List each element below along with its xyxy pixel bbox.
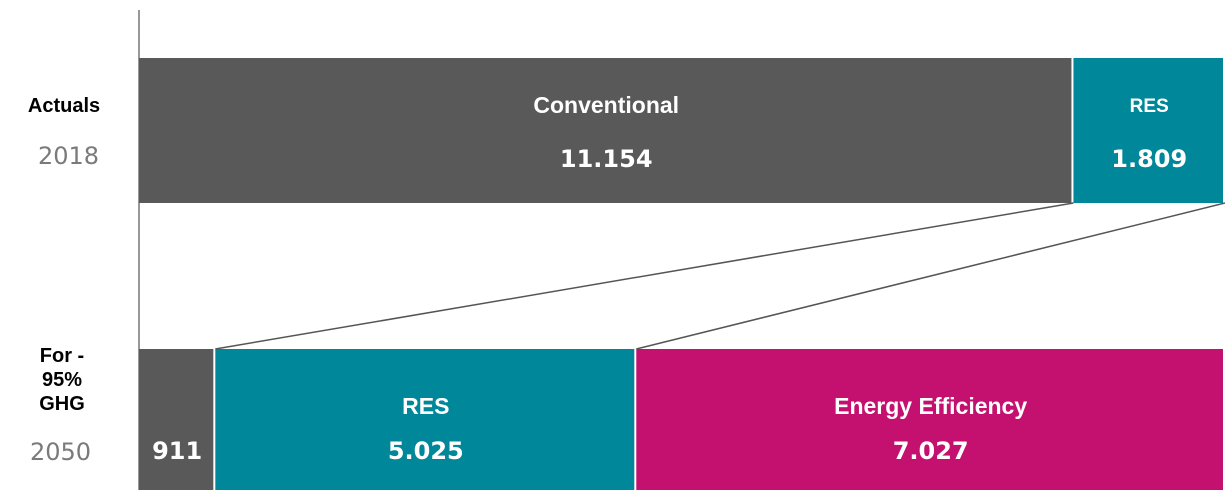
value-label: 7.027 bbox=[893, 437, 969, 465]
value-label: 911 bbox=[152, 437, 202, 465]
bar-segment bbox=[139, 349, 214, 490]
row-category-label: 2050 bbox=[30, 438, 92, 466]
bar-segment bbox=[215, 349, 635, 490]
row-group-label: Actuals bbox=[27, 95, 101, 117]
segment-name: Energy Efficiency bbox=[834, 393, 1027, 419]
value-label: 5.025 bbox=[388, 437, 464, 465]
row-group-label: For - 95% GHG bbox=[39, 345, 85, 415]
segment-name: Conventional bbox=[533, 92, 679, 118]
segment-name: RES bbox=[402, 393, 449, 419]
value-label: 11.154 bbox=[560, 145, 653, 173]
connector-line bbox=[636, 202, 1225, 350]
bar-segment bbox=[1073, 58, 1223, 203]
bar-segment bbox=[636, 349, 1223, 490]
row-category-label: 2018 bbox=[38, 142, 100, 170]
segment-name: RES bbox=[1130, 96, 1169, 117]
connector-line bbox=[215, 202, 1074, 350]
bar-segment bbox=[139, 58, 1072, 203]
value-label: 1.809 bbox=[1111, 145, 1187, 173]
